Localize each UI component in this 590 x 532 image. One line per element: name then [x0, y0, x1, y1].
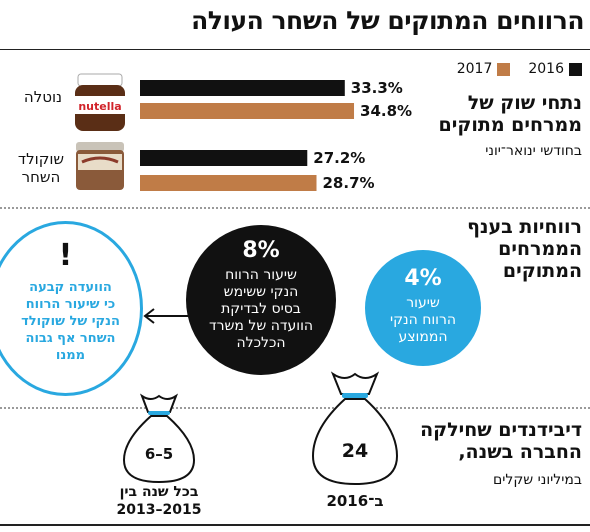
bar-label-2016-1: 27.2%	[313, 149, 365, 167]
bar-2016-1	[140, 150, 308, 166]
dividends-title: דיבידנדים שחילקה החברה בשנה,	[420, 419, 582, 463]
dividend-2013-2015-caption-line1: בכל שנה בין	[119, 484, 199, 500]
shahar-label: שוקולד השחר	[4, 150, 78, 186]
avg-profit-label: שיעור הרווח הנקי הממוצע	[365, 295, 481, 346]
bar-2017-0	[140, 103, 355, 119]
exclamation-icon: !	[58, 238, 73, 273]
ministry-profit-label-line5: הכלכלה	[236, 335, 286, 351]
bar-label-2017-0: 34.8%	[360, 102, 412, 120]
dividend-2013-2015-caption: בכל שנה בין 2013–2015	[95, 483, 223, 519]
dividend-2013-2015-caption-line2: 2013–2015	[116, 502, 202, 518]
committee-circle: ! הוועדה קבעה כי שיעור הרווח הנקי של שוק…	[0, 221, 143, 396]
legend-swatch-2017	[497, 62, 511, 76]
money-bag-large-icon: 24	[311, 371, 399, 486]
bar-label-2016-0: 33.3%	[351, 79, 403, 97]
ministry-profit-label-line4: הוועדה של משרד	[208, 318, 314, 334]
committee-text-line3: הנקי של שוקולד	[21, 314, 120, 329]
legend-label-2016: 2016	[528, 61, 564, 77]
avg-profit-label-line3: הממוצע	[398, 329, 448, 345]
bar-label-2017-1: 28.7%	[323, 174, 375, 192]
profitability-title: רווחיות בענף הממרחים המתוקים	[467, 216, 582, 282]
avg-profit-value: 4%	[404, 266, 442, 291]
avg-profit-label-line1: שיעור	[406, 295, 440, 311]
legend-swatch-2016	[569, 62, 582, 76]
committee-text-line2: כי שיעור הרווח	[25, 297, 116, 312]
committee-text-line1: הוועדה קבעה	[29, 280, 112, 295]
ministry-profit-label-line2: הנקי ששימש	[223, 284, 299, 300]
shahar-label-line1: שוקולד	[17, 150, 65, 168]
market-share-chart: 33.3% 27.2% 34.8% 28.7%	[140, 79, 412, 192]
page-title: הרווחים המתוקים של השחר העולה	[191, 6, 584, 35]
shahar-jar-icon	[76, 142, 124, 190]
money-bag-small-icon: 6–5	[122, 393, 196, 484]
avg-profit-circle: 4% שיעור הרווח הנקי הממוצע	[365, 250, 481, 366]
dividend-2016-value: 24	[342, 440, 368, 462]
section-divider-2	[0, 407, 590, 409]
nutella-jar-text: nutella	[78, 100, 121, 113]
market-share-title: נתחי שוק של ממרחים מתוקים	[439, 92, 583, 136]
committee-text-line4: השחר אף גבוה	[25, 331, 116, 346]
section-divider-1	[0, 207, 590, 209]
ministry-profit-label-line1: שיעור הרווח	[225, 267, 297, 283]
bar-2017-1	[140, 175, 317, 191]
shahar-label-line2: השחר	[21, 168, 61, 186]
profitability-title-line1: רווחיות בענף	[467, 216, 582, 238]
market-share-title-line2: ממרחים מתוקים	[438, 114, 583, 136]
arrow-left-icon	[143, 308, 188, 324]
dividend-2016-caption: ב־2016	[326, 492, 384, 510]
bottom-rule	[0, 524, 590, 526]
ministry-profit-circle: 8% שיעור הרווח הנקי ששימש בסיס לבדיקת הו…	[186, 225, 336, 375]
market-share-subtitle: בחודשי ינואר־יוני	[485, 143, 582, 159]
committee-text: הוועדה קבעה כי שיעור הרווח הנקי של שוקול…	[0, 279, 140, 364]
legend-label-2017: 2017	[456, 61, 493, 77]
ministry-profit-label: שיעור הרווח הנקי ששימש בסיס לבדיקת הוועד…	[186, 267, 336, 352]
ministry-profit-label-line3: בסיס לבדיקת	[221, 301, 301, 317]
avg-profit-label-line2: הרווח הנקי	[389, 312, 457, 328]
nutella-label: נוטלה	[23, 88, 63, 106]
dividend-2013-2015-value: 6–5	[145, 445, 173, 463]
committee-text-line5: ממנו	[55, 348, 86, 363]
dividends-title-line2: החברה בשנה,	[458, 441, 582, 463]
dividends-subtitle: במיליוני שקלים	[492, 472, 582, 488]
title-divider	[0, 49, 590, 50]
bar-2016-0	[140, 80, 345, 96]
nutella-jar-icon: nutella	[75, 73, 125, 131]
ministry-profit-value: 8%	[242, 238, 280, 263]
profitability-title-line3: המתוקים	[502, 260, 582, 282]
market-share-title-line1: נתחי שוק של	[467, 92, 582, 114]
profitability-title-line2: הממרחים	[498, 238, 582, 260]
dividends-title-line1: דיבידנדים שחילקה	[420, 419, 582, 441]
legend: 2016 2017	[457, 61, 582, 77]
